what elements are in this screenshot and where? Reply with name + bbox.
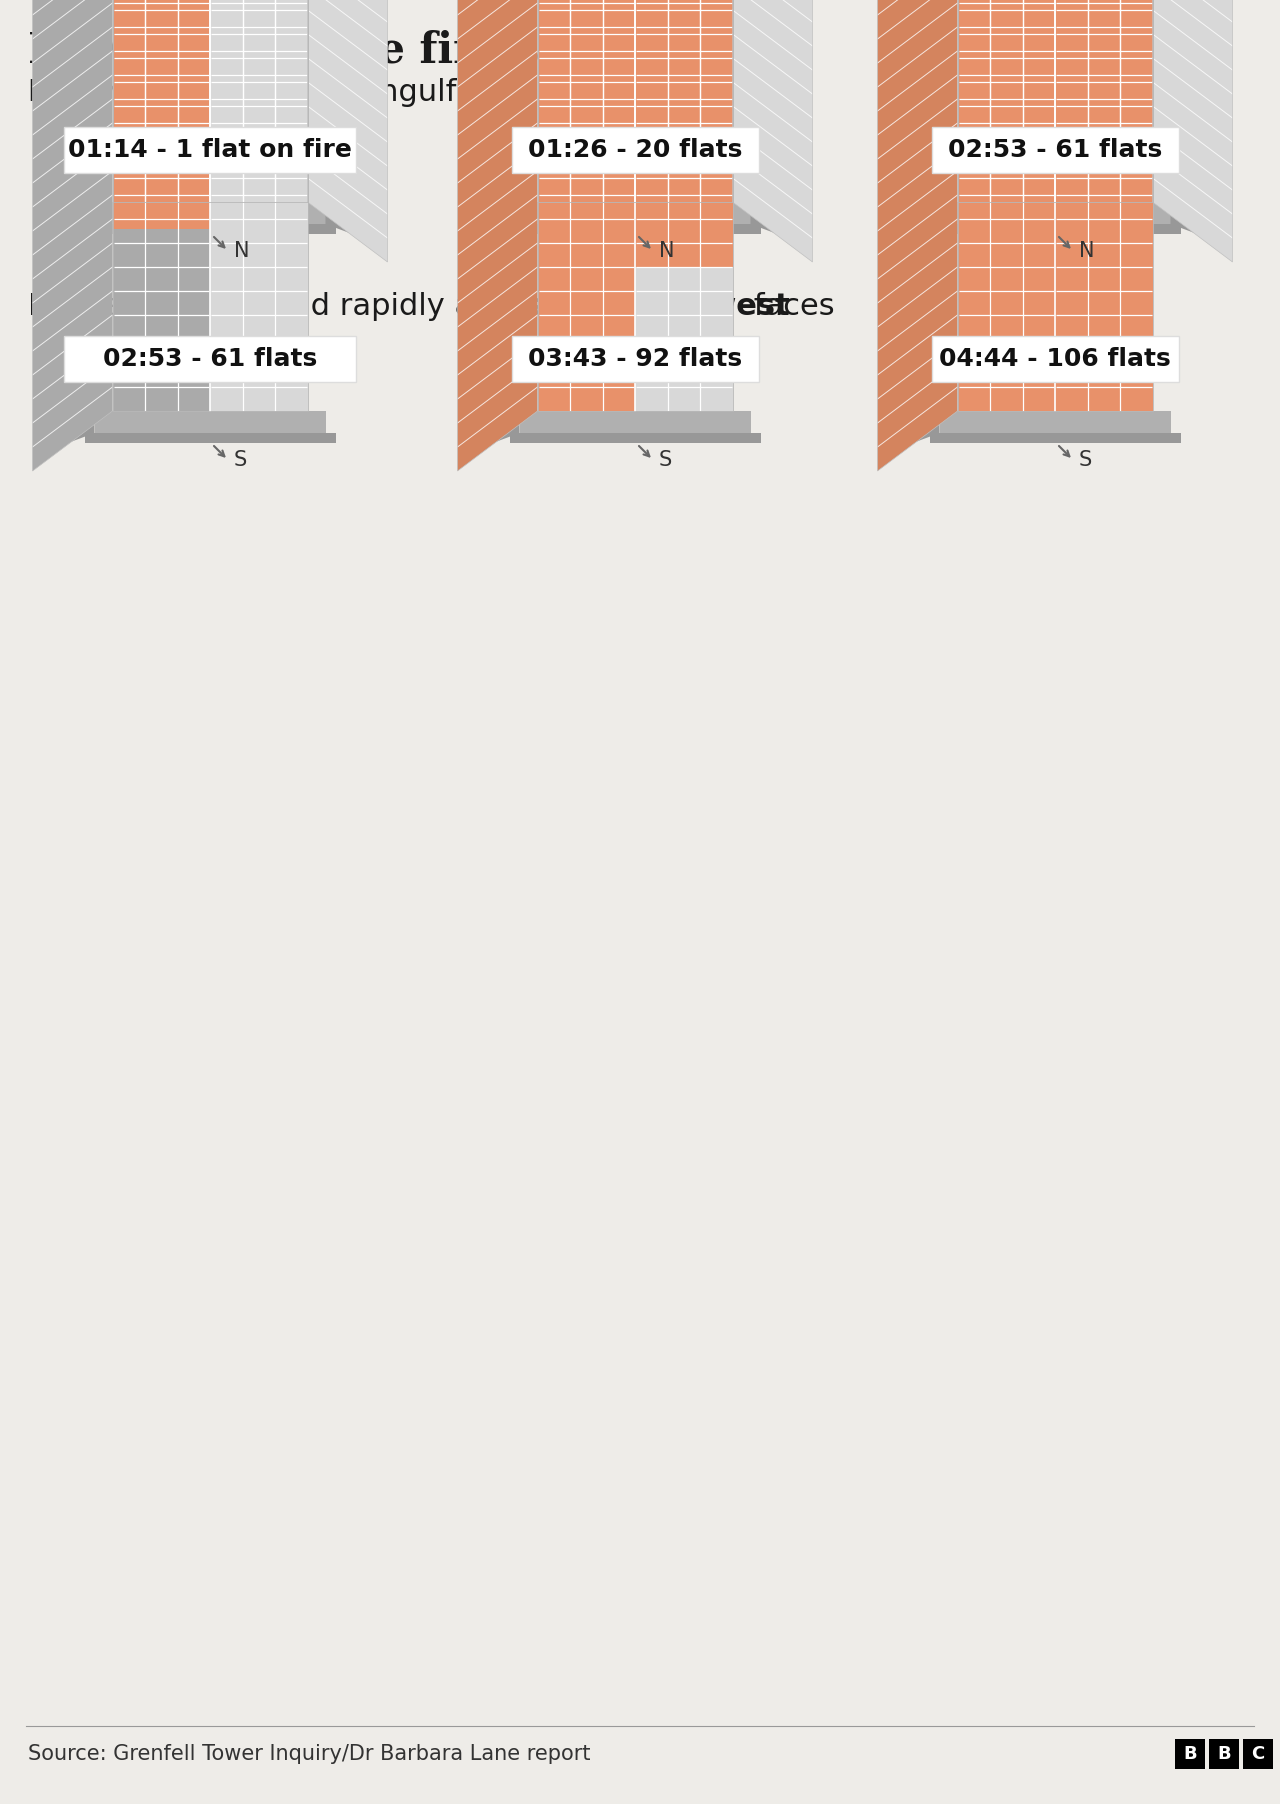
Polygon shape [538,0,635,202]
Polygon shape [957,0,1055,202]
Polygon shape [113,175,210,202]
Polygon shape [84,433,335,444]
Polygon shape [457,0,538,471]
FancyBboxPatch shape [512,336,759,382]
FancyBboxPatch shape [64,126,356,173]
Text: 01:14 - 1 flat on fire: 01:14 - 1 flat on fire [68,137,352,162]
Polygon shape [732,0,813,262]
Polygon shape [84,224,335,235]
Text: 02:53 - 61 flats: 02:53 - 61 flats [948,137,1162,162]
FancyBboxPatch shape [512,126,759,173]
Text: B: B [1183,1744,1197,1763]
Polygon shape [538,0,635,202]
Text: Source: Grenfell Tower Inquiry/Dr Barbara Lane report: Source: Grenfell Tower Inquiry/Dr Barbar… [28,1744,590,1764]
Text: North and east: North and east [28,78,284,106]
Polygon shape [210,0,307,411]
Polygon shape [929,433,1180,444]
Polygon shape [635,0,732,202]
Text: S: S [234,449,247,471]
Polygon shape [307,0,388,262]
Polygon shape [1152,0,1233,262]
Text: S: S [1079,449,1092,471]
Polygon shape [1055,0,1152,202]
Polygon shape [1055,0,1152,411]
Polygon shape [1170,202,1219,242]
Text: N: N [234,242,250,262]
Polygon shape [32,0,113,471]
Polygon shape [509,433,760,444]
Polygon shape [509,224,760,235]
Polygon shape [878,0,957,471]
Polygon shape [95,202,325,224]
FancyBboxPatch shape [932,126,1179,173]
Polygon shape [538,0,635,411]
Polygon shape [929,224,1180,235]
Polygon shape [46,411,95,451]
Text: 03:43 - 92 flats: 03:43 - 92 flats [527,346,742,372]
Text: 01:26 - 20 flats: 01:26 - 20 flats [527,137,742,162]
Polygon shape [1055,0,1152,411]
Polygon shape [113,0,210,202]
Polygon shape [957,0,1055,411]
Text: 02:53 - 61 flats: 02:53 - 61 flats [102,346,317,372]
Polygon shape [957,0,1055,202]
Polygon shape [325,202,374,242]
Polygon shape [210,0,307,202]
Text: N: N [659,242,675,262]
Polygon shape [1055,0,1152,96]
Text: faces: faces [744,292,835,321]
Polygon shape [520,202,750,224]
FancyBboxPatch shape [1175,1739,1204,1770]
Text: Flames then spread rapidly across: Flames then spread rapidly across [28,292,562,321]
Polygon shape [113,0,210,411]
Text: How quickly the fire spread: How quickly the fire spread [28,31,673,72]
Text: N: N [1079,242,1094,262]
FancyBboxPatch shape [1210,1739,1239,1770]
Polygon shape [635,0,732,267]
Polygon shape [635,0,732,411]
Polygon shape [471,411,520,451]
Text: S: S [659,449,672,471]
Polygon shape [940,411,1170,433]
Text: B: B [1217,1744,1231,1763]
Polygon shape [538,0,635,411]
Polygon shape [750,202,799,242]
Text: 04:44 - 106 flats: 04:44 - 106 flats [940,346,1171,372]
Polygon shape [891,411,940,451]
Text: faces engulfed in 99 minutes: faces engulfed in 99 minutes [260,78,714,106]
Polygon shape [520,411,750,433]
Polygon shape [95,411,325,433]
Polygon shape [940,202,1170,224]
Text: south and west: south and west [526,292,790,321]
Polygon shape [957,0,1055,411]
FancyBboxPatch shape [1243,1739,1274,1770]
FancyBboxPatch shape [932,336,1179,382]
Text: C: C [1252,1744,1265,1763]
Polygon shape [113,0,210,229]
FancyBboxPatch shape [64,336,356,382]
